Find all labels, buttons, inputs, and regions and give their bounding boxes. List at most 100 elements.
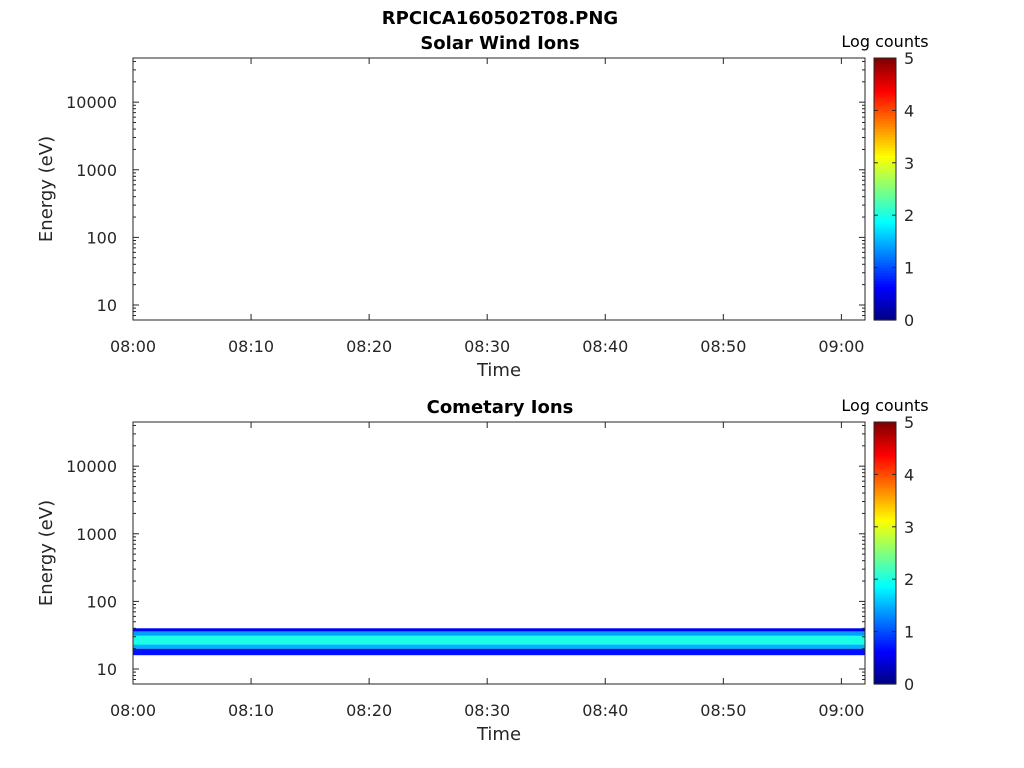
colorbar-segment <box>874 204 896 208</box>
colorbar-segment <box>874 448 896 452</box>
colorbar-segment <box>874 147 896 151</box>
colorbar-segment <box>874 613 896 617</box>
x-tick-label: 08:40 <box>582 337 628 356</box>
colorbar-segment <box>874 152 896 156</box>
colorbar-segment <box>874 68 896 72</box>
colorbar-segment <box>874 107 896 111</box>
colorbar-segment <box>874 542 896 546</box>
colorbar-segment <box>874 94 896 98</box>
colorbar-segment <box>874 458 896 462</box>
colorbar-segment <box>874 183 896 187</box>
x-tick-label: 08:20 <box>346 701 392 720</box>
colorbar-segment <box>874 217 896 222</box>
y-tick-label: 100 <box>86 592 117 611</box>
colorbar-segment <box>874 484 896 489</box>
colorbar-segment <box>874 168 896 172</box>
colorbar-segment <box>874 422 896 426</box>
colorbar-segment <box>874 487 896 491</box>
y-tick-label: 10 <box>97 296 117 315</box>
colorbar-segment <box>874 202 896 206</box>
colorbar-segment <box>874 639 896 643</box>
colorbar-segment <box>874 58 896 62</box>
colorbar-segment <box>874 144 896 148</box>
colorbar-segment <box>874 445 896 449</box>
colorbar-segment <box>874 534 896 538</box>
colorbar-segment <box>874 175 896 180</box>
colorbar-segment <box>874 477 896 481</box>
colorbar-segment <box>874 555 896 559</box>
figure-title: RPCICA160502T08.PNG <box>382 8 618 29</box>
colorbar-segment <box>874 621 896 625</box>
colorbar-segment <box>874 668 896 672</box>
colorbar-segment <box>874 568 896 572</box>
colorbar-tick-label: 1 <box>904 259 914 278</box>
colorbar-segment <box>874 492 896 496</box>
colorbar-segment <box>874 634 896 638</box>
y-tick-label: 10000 <box>66 93 117 112</box>
energy-band <box>133 635 865 645</box>
colorbar-segment <box>874 191 896 195</box>
energy-band <box>133 644 865 649</box>
y-axis-label: Energy (eV) <box>36 500 57 606</box>
colorbar-segment <box>874 299 896 303</box>
colorbar-segment <box>874 238 896 242</box>
x-tick-label: 08:40 <box>582 701 628 720</box>
colorbar-segment <box>874 105 896 109</box>
colorbar-segment <box>874 628 896 633</box>
colorbar-segment <box>874 479 896 483</box>
colorbar-segment <box>874 207 896 211</box>
colorbar-segment <box>874 126 896 130</box>
colorbar-segment <box>874 676 896 680</box>
colorbar-segment <box>874 249 896 253</box>
energy-band <box>133 648 865 656</box>
colorbar-segment <box>874 558 896 562</box>
colorbar-tick-label: 1 <box>904 623 914 642</box>
colorbar-segment <box>874 526 896 531</box>
colorbar-segment <box>874 304 896 308</box>
plot-frame <box>132 421 866 685</box>
colorbar-segment <box>874 118 896 122</box>
x-tick-label: 08:10 <box>228 701 274 720</box>
colorbar-segment <box>874 453 896 457</box>
x-axis: 08:00 08:10 08:20 08:30 08:40 08:50 09:00 <box>110 58 864 356</box>
colorbar-segment <box>874 532 896 536</box>
x-tick-label: 08:30 <box>464 701 510 720</box>
colorbar-segment <box>874 291 896 295</box>
colorbar-segment <box>874 495 896 499</box>
panel-title: Solar Wind Ions <box>420 33 579 54</box>
colorbar-segment <box>874 76 896 80</box>
colorbar-segment <box>874 594 896 599</box>
colorbar-segment <box>874 301 896 305</box>
colorbar-segment <box>874 178 896 182</box>
colorbar-tick-label: 2 <box>904 570 914 589</box>
colorbar-segment <box>874 631 896 635</box>
colorbar-segment <box>874 78 896 83</box>
x-axis-label: Time <box>476 360 521 381</box>
colorbar-segment <box>874 608 896 612</box>
colorbar-segment <box>874 160 896 164</box>
colorbar-segment <box>874 571 896 575</box>
colorbar-segment <box>874 524 896 528</box>
panel-title: Cometary Ions <box>427 397 574 418</box>
colorbar-segment <box>874 550 896 554</box>
colorbar-segment <box>874 450 896 455</box>
colorbar-segment <box>874 432 896 436</box>
colorbar-segment <box>874 545 896 549</box>
colorbar-segment <box>874 270 896 274</box>
x-tick-label: 09:00 <box>818 337 864 356</box>
energy-band <box>133 628 865 632</box>
colorbar-segment <box>874 427 896 431</box>
colorbar-segment <box>874 508 896 512</box>
colorbar-segment <box>874 435 896 439</box>
y-axis: 10 100 1000 10000 <box>66 424 865 685</box>
y-tick-label: 1000 <box>76 525 117 544</box>
colorbar-segment <box>874 529 896 533</box>
colorbar-segment <box>874 456 896 460</box>
y-tick-label: 100 <box>86 228 117 247</box>
colorbar-segment <box>874 592 896 596</box>
colorbar-segment <box>874 605 896 609</box>
colorbar-segment <box>874 71 896 75</box>
colorbar-segment <box>874 170 896 174</box>
colorbar-segment <box>874 589 896 593</box>
